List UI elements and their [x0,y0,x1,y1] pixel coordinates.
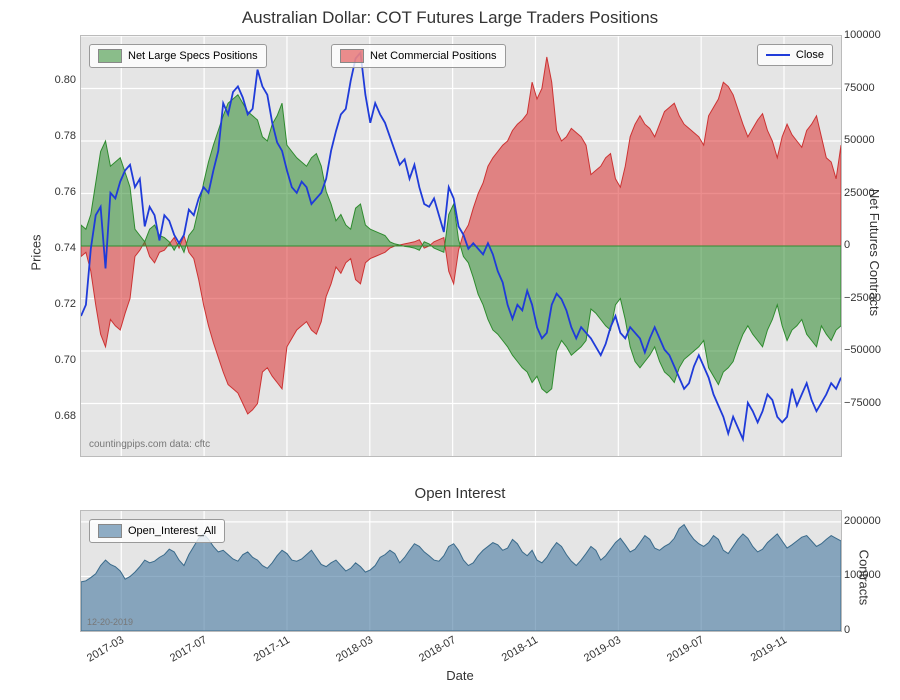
x-axis-label: Date [80,668,840,683]
contract-tick-label: 25000 [844,187,900,199]
price-tick-label: 0.68 [26,410,76,422]
legend-commercials: Net Commercial Positions [331,44,506,68]
legend-comm-patch [340,49,364,63]
legend-specs: Net Large Specs Positions [89,44,267,68]
price-tick-label: 0.80 [26,74,76,86]
price-tick-label: 0.70 [26,354,76,366]
credit-text: countingpips.com data: cftc [89,439,210,450]
legend-oi-patch [98,524,122,538]
contract-tick-label: −75000 [844,397,900,409]
chart-container: Australian Dollar: COT Futures Large Tra… [0,0,900,700]
legend-close-label: Close [796,49,824,61]
oi-tick-label: 0 [844,624,900,636]
price-tick-label: 0.72 [26,298,76,310]
legend-oi-label: Open_Interest_All [128,525,216,537]
contract-tick-label: −25000 [844,292,900,304]
oi-tick-label: 100000 [844,569,900,581]
contract-tick-label: 50000 [844,134,900,146]
contract-tick-label: 0 [844,239,900,251]
legend-specs-patch [98,49,122,63]
legend-close: Close [757,44,833,66]
legend-close-line [766,54,790,56]
legend-oi: Open_Interest_All [89,519,225,543]
main-chart-svg [81,36,841,456]
contract-tick-label: −50000 [844,344,900,356]
legend-specs-label: Net Large Specs Positions [128,50,258,62]
contract-tick-label: 75000 [844,82,900,94]
main-title: Australian Dollar: COT Futures Large Tra… [0,8,900,28]
oi-tick-label: 200000 [844,515,900,527]
date-stamp: 12-20-2019 [87,617,133,627]
legend-comm-label: Net Commercial Positions [370,50,497,62]
price-tick-label: 0.74 [26,242,76,254]
contract-tick-label: 100000 [844,29,900,41]
price-tick-label: 0.78 [26,130,76,142]
sub-chart-area: Open_Interest_All 12-20-2019 [80,510,842,632]
main-chart-area: countingpips.com data: cftc Net Large Sp… [80,35,842,457]
price-tick-label: 0.76 [26,186,76,198]
sub-title: Open Interest [80,485,840,502]
